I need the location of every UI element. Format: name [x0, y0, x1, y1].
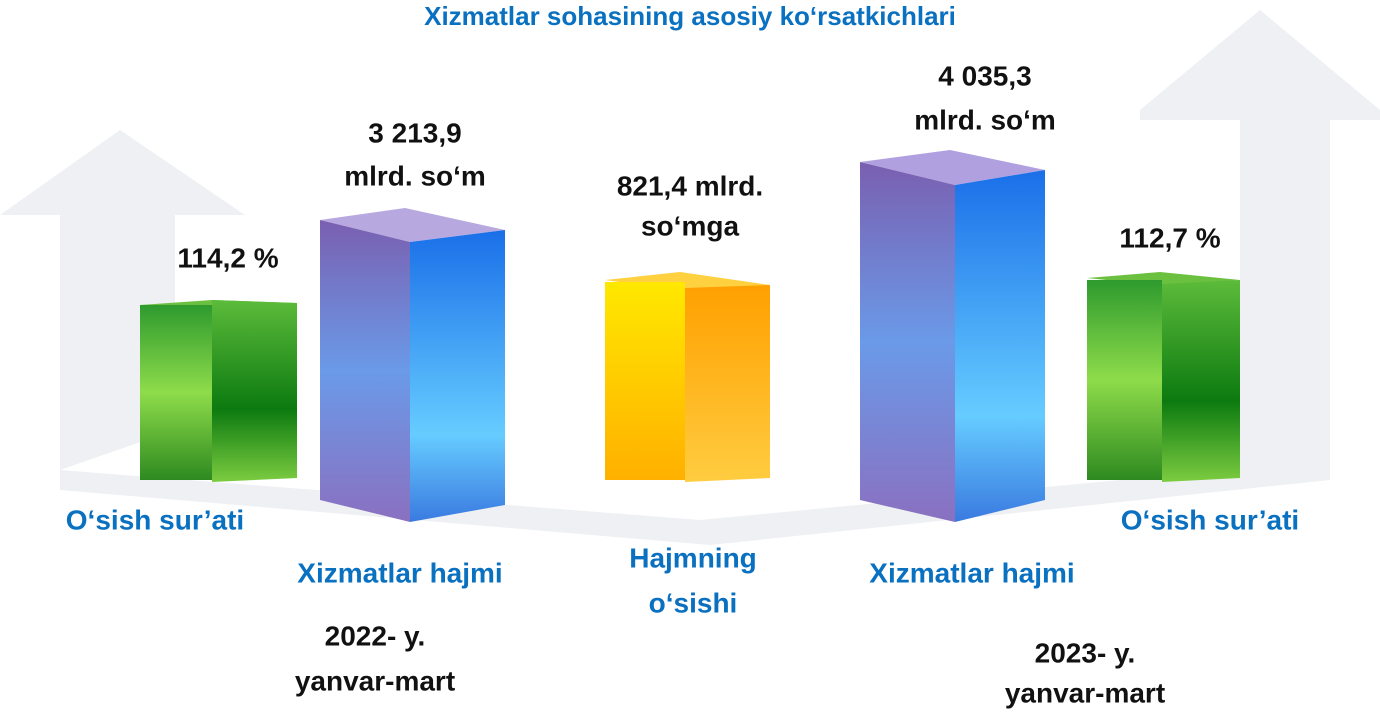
bar-side: [410, 230, 505, 522]
period-label: yanvar-mart: [1005, 677, 1165, 708]
category-label: O‘sish sur’ati: [1121, 504, 1299, 535]
bar-face: [860, 162, 955, 522]
value-label: mlrd. so‘m: [914, 104, 1056, 135]
value-label: 112,7 %: [1119, 222, 1220, 253]
value-label: 821,4 mlrd.: [617, 170, 763, 201]
category-label: O‘sish sur’ati: [66, 504, 244, 535]
category-label: Hajmning: [629, 542, 757, 573]
bar-side: [212, 300, 297, 482]
category-label: Xizmatlar hajmi: [297, 557, 502, 588]
category-label: Xizmatlar hajmi: [869, 557, 1074, 588]
period-label: 2023- y.: [1035, 637, 1136, 668]
bar-top: [320, 208, 505, 242]
bars: [140, 150, 1240, 522]
period-label: 2022- y.: [325, 620, 426, 651]
value-label: so‘mga: [641, 210, 739, 241]
bar-face: [140, 305, 212, 480]
period-label: yanvar-mart: [295, 665, 455, 696]
value-label: mlrd. so‘m: [344, 160, 486, 191]
bar-face: [605, 282, 685, 480]
value-label: 4 035,3: [938, 60, 1031, 91]
value-label: 114,2 %: [177, 242, 278, 273]
bar-side: [1162, 280, 1240, 482]
background-arrows: [0, 10, 1380, 545]
bar-side: [685, 285, 770, 482]
title: Xizmatlar sohasining asosiy ko‘rsatkichl…: [424, 1, 956, 31]
value-label: 3 213,9: [368, 117, 461, 148]
category-label: o‘sishi: [649, 587, 738, 618]
bar-top: [860, 150, 1045, 185]
bar-side: [955, 170, 1045, 522]
bar-face: [320, 220, 410, 522]
bar-face: [1087, 280, 1162, 480]
